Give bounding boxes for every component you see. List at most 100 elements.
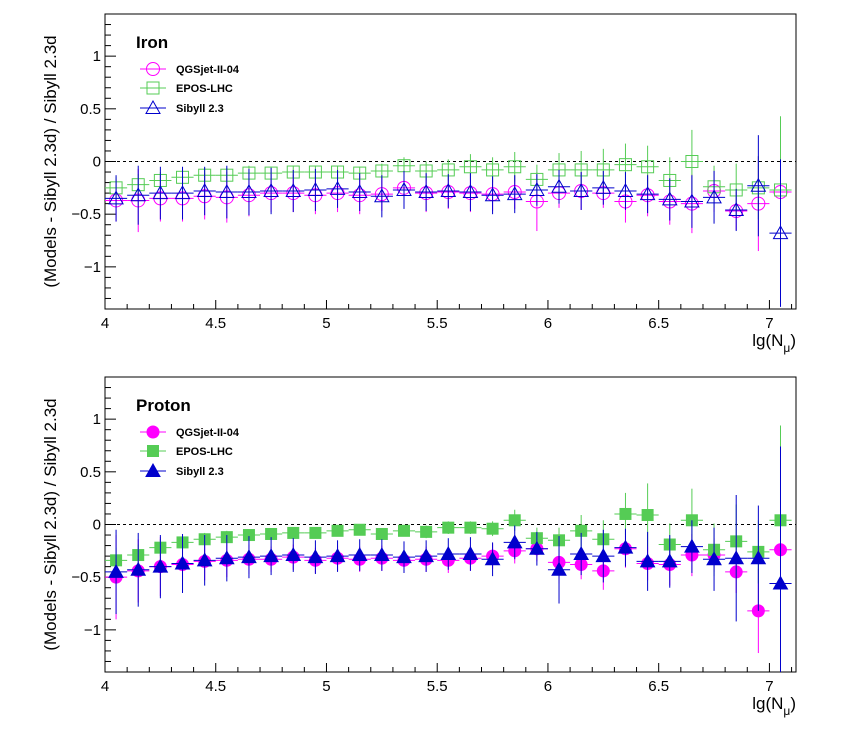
data-point xyxy=(218,550,235,565)
data-point xyxy=(506,186,523,201)
data-point xyxy=(486,522,499,535)
data-point xyxy=(285,547,302,562)
data-point xyxy=(508,514,521,527)
data-point xyxy=(130,561,147,576)
y-tick-label: 1 xyxy=(93,411,101,428)
y-tick-label: −1 xyxy=(84,622,101,639)
series-triangle xyxy=(105,135,792,307)
data-point xyxy=(263,548,279,563)
data-point xyxy=(420,525,433,538)
panel-proton: (Models - Sibyll 2.3d) / Sibyll 2.3d Pro… xyxy=(41,376,797,718)
data-point xyxy=(772,575,789,590)
data-point xyxy=(196,182,213,197)
y-axis-title: (Models - Sibyll 2.3d) / Sibyll 2.3d xyxy=(41,35,60,287)
legend-label-sibyll: Sibyll 2.3 xyxy=(176,103,224,115)
data-point xyxy=(617,182,634,197)
data-point xyxy=(595,179,612,194)
data-point xyxy=(529,540,545,555)
x-tick-label: 5 xyxy=(322,315,330,332)
data-point xyxy=(486,163,500,177)
data-point xyxy=(152,185,169,200)
data-point xyxy=(484,187,501,202)
data-point xyxy=(462,184,479,199)
data-point xyxy=(684,538,700,553)
data-point xyxy=(573,182,590,197)
data-point xyxy=(684,193,700,208)
data-point xyxy=(375,527,388,540)
data-point xyxy=(396,181,412,196)
data-point xyxy=(685,155,699,168)
x-tick-label: 6.5 xyxy=(648,678,669,695)
data-point xyxy=(108,563,124,578)
series-triangle xyxy=(105,446,792,672)
x-tick-label: 5.5 xyxy=(427,678,448,695)
data-point xyxy=(418,548,434,563)
data-point xyxy=(418,184,434,199)
data-point xyxy=(573,545,590,560)
data-point xyxy=(639,186,656,201)
data-point xyxy=(196,552,213,567)
data-point xyxy=(174,185,191,200)
data-point xyxy=(331,524,344,537)
legend-label-epos: EPOS-LHC xyxy=(176,83,233,95)
data-point xyxy=(285,182,302,197)
data-point xyxy=(619,507,632,520)
data-point xyxy=(508,160,522,174)
data-point xyxy=(462,545,479,560)
data-point xyxy=(152,558,169,573)
legend-marker xyxy=(146,425,160,439)
x-tick-label: 4.5 xyxy=(205,315,226,332)
data-point xyxy=(396,549,412,564)
legend-marker xyxy=(145,99,161,114)
legend-label-qgsjet: QGSjet-II-04 xyxy=(176,427,240,439)
data-point xyxy=(174,555,191,570)
y-tick-label: −1 xyxy=(84,259,101,276)
x-tick-label: 6.5 xyxy=(648,315,669,332)
x-axis-title: lg(Nμ) xyxy=(752,331,796,355)
x-tick-label: 4 xyxy=(101,315,109,332)
data-point xyxy=(661,191,678,206)
data-point xyxy=(373,547,390,562)
data-point xyxy=(772,225,789,240)
x-axis-title: lg(Nμ) xyxy=(752,694,796,718)
data-point xyxy=(329,548,346,563)
data-point xyxy=(241,184,257,199)
x-tick-label: 5.5 xyxy=(427,315,448,332)
y-axis-title: (Models - Sibyll 2.3d) / Sibyll 2.3d xyxy=(41,398,60,650)
data-point xyxy=(639,553,656,568)
data-point xyxy=(551,561,567,576)
y-tick-label: 0.5 xyxy=(80,464,101,481)
data-point xyxy=(551,178,567,193)
data-point xyxy=(728,550,745,565)
data-point xyxy=(397,524,410,537)
y-tick-label: 0 xyxy=(93,154,101,171)
data-point xyxy=(263,182,279,197)
data-point xyxy=(750,550,767,565)
panel-title: Iron xyxy=(136,33,168,52)
panel-iron: (Models - Sibyll 2.3d) / Sibyll 2.3d Iro… xyxy=(41,13,797,355)
data-point xyxy=(218,184,235,199)
x-tick-label: 4 xyxy=(101,678,109,695)
data-point xyxy=(706,189,722,204)
data-point xyxy=(463,160,477,174)
data-point xyxy=(618,158,632,172)
data-point xyxy=(309,526,322,539)
data-point xyxy=(484,551,501,566)
data-point xyxy=(617,539,634,554)
data-point xyxy=(307,549,324,564)
x-tick-label: 5 xyxy=(322,678,330,695)
x-tick-label: 7 xyxy=(765,315,773,332)
data-point xyxy=(241,549,257,564)
data-point xyxy=(351,547,368,562)
data-point xyxy=(353,523,366,536)
data-point xyxy=(641,160,655,174)
x-tick-label: 6 xyxy=(544,315,552,332)
legend-marker xyxy=(145,462,161,477)
data-point xyxy=(750,177,767,192)
legend-label-epos: EPOS-LHC xyxy=(176,446,233,458)
data-point xyxy=(329,180,346,195)
legend-marker xyxy=(146,81,160,95)
y-tick-label: 0 xyxy=(93,517,101,534)
data-point xyxy=(440,182,457,197)
